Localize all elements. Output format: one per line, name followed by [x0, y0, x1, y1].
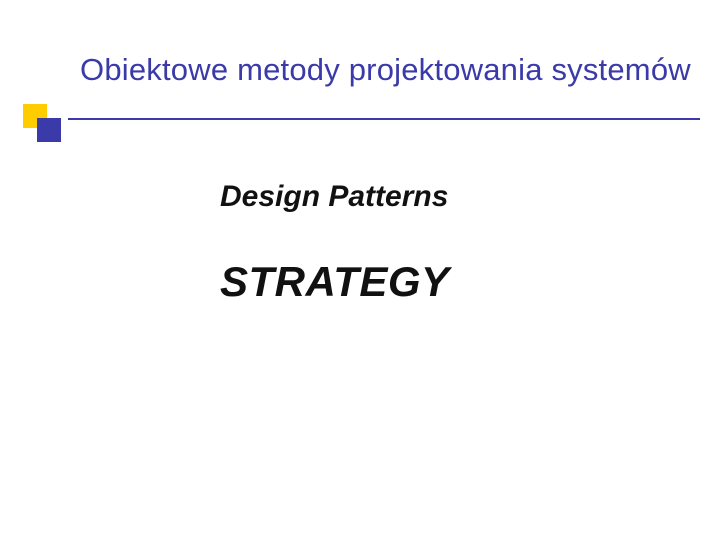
slide: Obiektowe metody projektowania systemów …: [0, 0, 720, 540]
body-area: Design Patterns STRATEGY: [220, 180, 450, 306]
subtitle: Design Patterns: [220, 180, 450, 214]
accent-square-blue: [37, 118, 61, 142]
slide-title: Obiektowe metody projektowania systemów: [80, 52, 700, 88]
main-heading: STRATEGY: [220, 258, 450, 306]
divider-rule: [68, 118, 700, 120]
